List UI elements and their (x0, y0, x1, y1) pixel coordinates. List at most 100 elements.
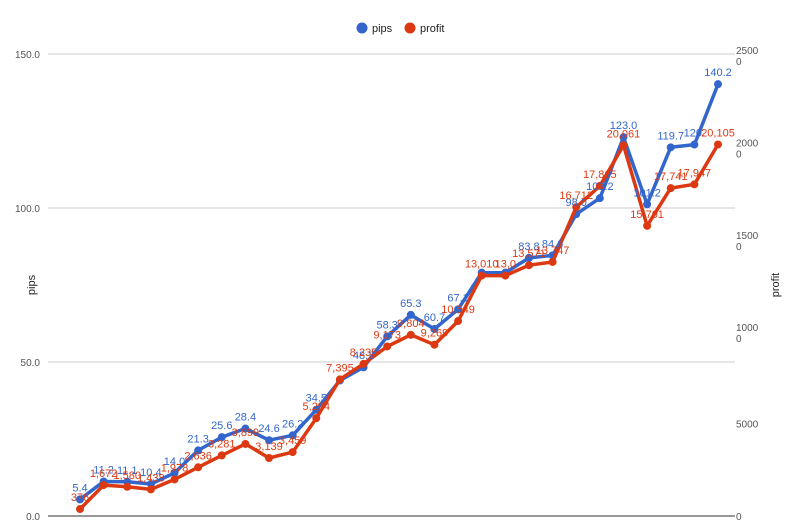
data-point-profit (595, 181, 604, 190)
data-label-pips: 84.6 (542, 238, 563, 250)
left-tick-label: 150.0 (15, 50, 40, 61)
data-point-pips (383, 332, 392, 341)
data-point-pips (643, 200, 652, 209)
data-point-profit (501, 271, 510, 280)
data-point-profit (666, 184, 675, 193)
data-point-pips (265, 436, 274, 445)
data-label-profit: 17,865 (583, 169, 617, 181)
data-point-profit (312, 414, 321, 423)
data-label-profit: 9,804 (397, 318, 425, 330)
data-point-profit (454, 317, 463, 326)
data-label-pips: 34.5 (306, 393, 327, 405)
data-label-pips: 123.0 (610, 120, 638, 132)
data-point-pips (619, 133, 628, 142)
data-label-profit: 1,672 (90, 468, 118, 480)
data-point-pips (666, 143, 675, 152)
data-label-profit: 13,747 (536, 245, 570, 257)
data-label-pips: 25.6 (211, 420, 232, 432)
data-point-pips (241, 424, 250, 433)
data-label-profit: 10,549 (441, 304, 475, 316)
data-label-profit: 15,701 (630, 209, 664, 221)
legend: pips profit (356, 22, 444, 35)
data-point-profit (572, 203, 581, 212)
data-label-pips: 67.1 (447, 292, 468, 304)
data-label-pips: 103.2 (586, 181, 614, 193)
legend-label-pips: pips (372, 23, 393, 35)
data-point-profit (76, 505, 84, 514)
data-point-profit (335, 375, 344, 384)
data-point-pips (524, 253, 533, 262)
right-tick-label: 2500 0 (736, 46, 759, 68)
data-point-profit (690, 180, 699, 189)
data-label-profit: 13,0 (495, 259, 516, 271)
data-point-profit (714, 140, 722, 149)
data-label-profit: 13,571 (512, 248, 546, 260)
data-label-pips: 14.0 (164, 456, 185, 468)
data-labels-layer: 5.4 11.2 11.1 10.414.021.325.628.424.6 26.2 3… (71, 67, 735, 504)
data-point-profit (430, 340, 439, 349)
data-label-profit: 5,294 (303, 401, 331, 413)
data-point-profit (524, 261, 533, 270)
data-label-pips: 11.1 (117, 465, 138, 477)
data-point-profit (123, 482, 132, 491)
data-label-profit: 17,741 (654, 171, 688, 183)
data-label-profit: 20,061 (607, 128, 641, 140)
data-point-profit (170, 475, 179, 484)
data-point-profit (477, 271, 486, 280)
data-label-profit: 20,105 (701, 127, 735, 139)
gridlines (48, 53, 735, 517)
data-point-pips (595, 194, 604, 203)
data-point-pips (454, 305, 463, 314)
data-label-pips: 21.3 (187, 433, 208, 445)
data-point-pips (170, 468, 179, 477)
data-point-profit (406, 330, 415, 339)
right-tick-label: 5000 (736, 420, 759, 431)
data-point-profit (383, 342, 392, 351)
data-point-profit (99, 481, 108, 490)
data-label-profit: 13,010 (465, 259, 499, 271)
data-label-pips: 60.7 (424, 312, 445, 324)
data-label-pips: 65.3 (400, 298, 421, 310)
data-point-profit (265, 453, 274, 462)
data-label-pips: 83.8 (518, 241, 539, 253)
data-point-profit (217, 451, 226, 460)
data-label-pips: 10.4 (140, 467, 161, 479)
legend-marker-pips (356, 22, 368, 34)
left-tick-label: 50.0 (21, 358, 41, 369)
data-point-profit (643, 221, 652, 230)
series-layer (76, 80, 722, 514)
data-point-pips (76, 495, 84, 504)
data-label-pips: 11.2 (93, 465, 114, 477)
data-label-profit: 3,139 (255, 441, 283, 453)
data-label-profit: 7,395 (326, 362, 354, 374)
data-point-pips (430, 325, 439, 334)
data-point-pips (690, 140, 699, 149)
right-axis-title: profit (770, 273, 782, 297)
data-label-pips: 98.0 (566, 197, 587, 209)
data-label-profit: 1,978 (161, 462, 189, 474)
data-point-profit (241, 439, 250, 448)
data-label-profit: 16,712 (559, 190, 593, 202)
left-axis-ticks: 150.0 100.0 50.0 0.0 (15, 50, 40, 523)
data-label-profit: 2,636 (184, 450, 212, 462)
data-label-profit: 376 (71, 492, 89, 504)
left-tick-label: 0.0 (26, 512, 40, 523)
data-label-pips: 48.3 (353, 350, 374, 362)
data-label-profit: 1,580 (113, 470, 141, 482)
data-label-pips: 24.6 (258, 423, 279, 435)
data-point-pips (288, 431, 297, 440)
data-point-profit (359, 359, 368, 368)
data-label-profit: 9,269 (421, 328, 449, 340)
data-point-profit (194, 463, 203, 472)
right-tick-label: 2000 0 (736, 138, 759, 160)
data-label-pips: 5.4 (72, 482, 87, 494)
data-label-pips: 58.3 (376, 319, 397, 331)
data-label-pips: 101.2 (633, 187, 661, 199)
data-label-pips: 26.2 (282, 418, 303, 430)
data-label-profit: 3,459 (279, 435, 307, 447)
data-label-profit: 9,173 (373, 329, 401, 341)
data-point-profit (288, 448, 297, 457)
legend-marker-profit (404, 22, 416, 34)
